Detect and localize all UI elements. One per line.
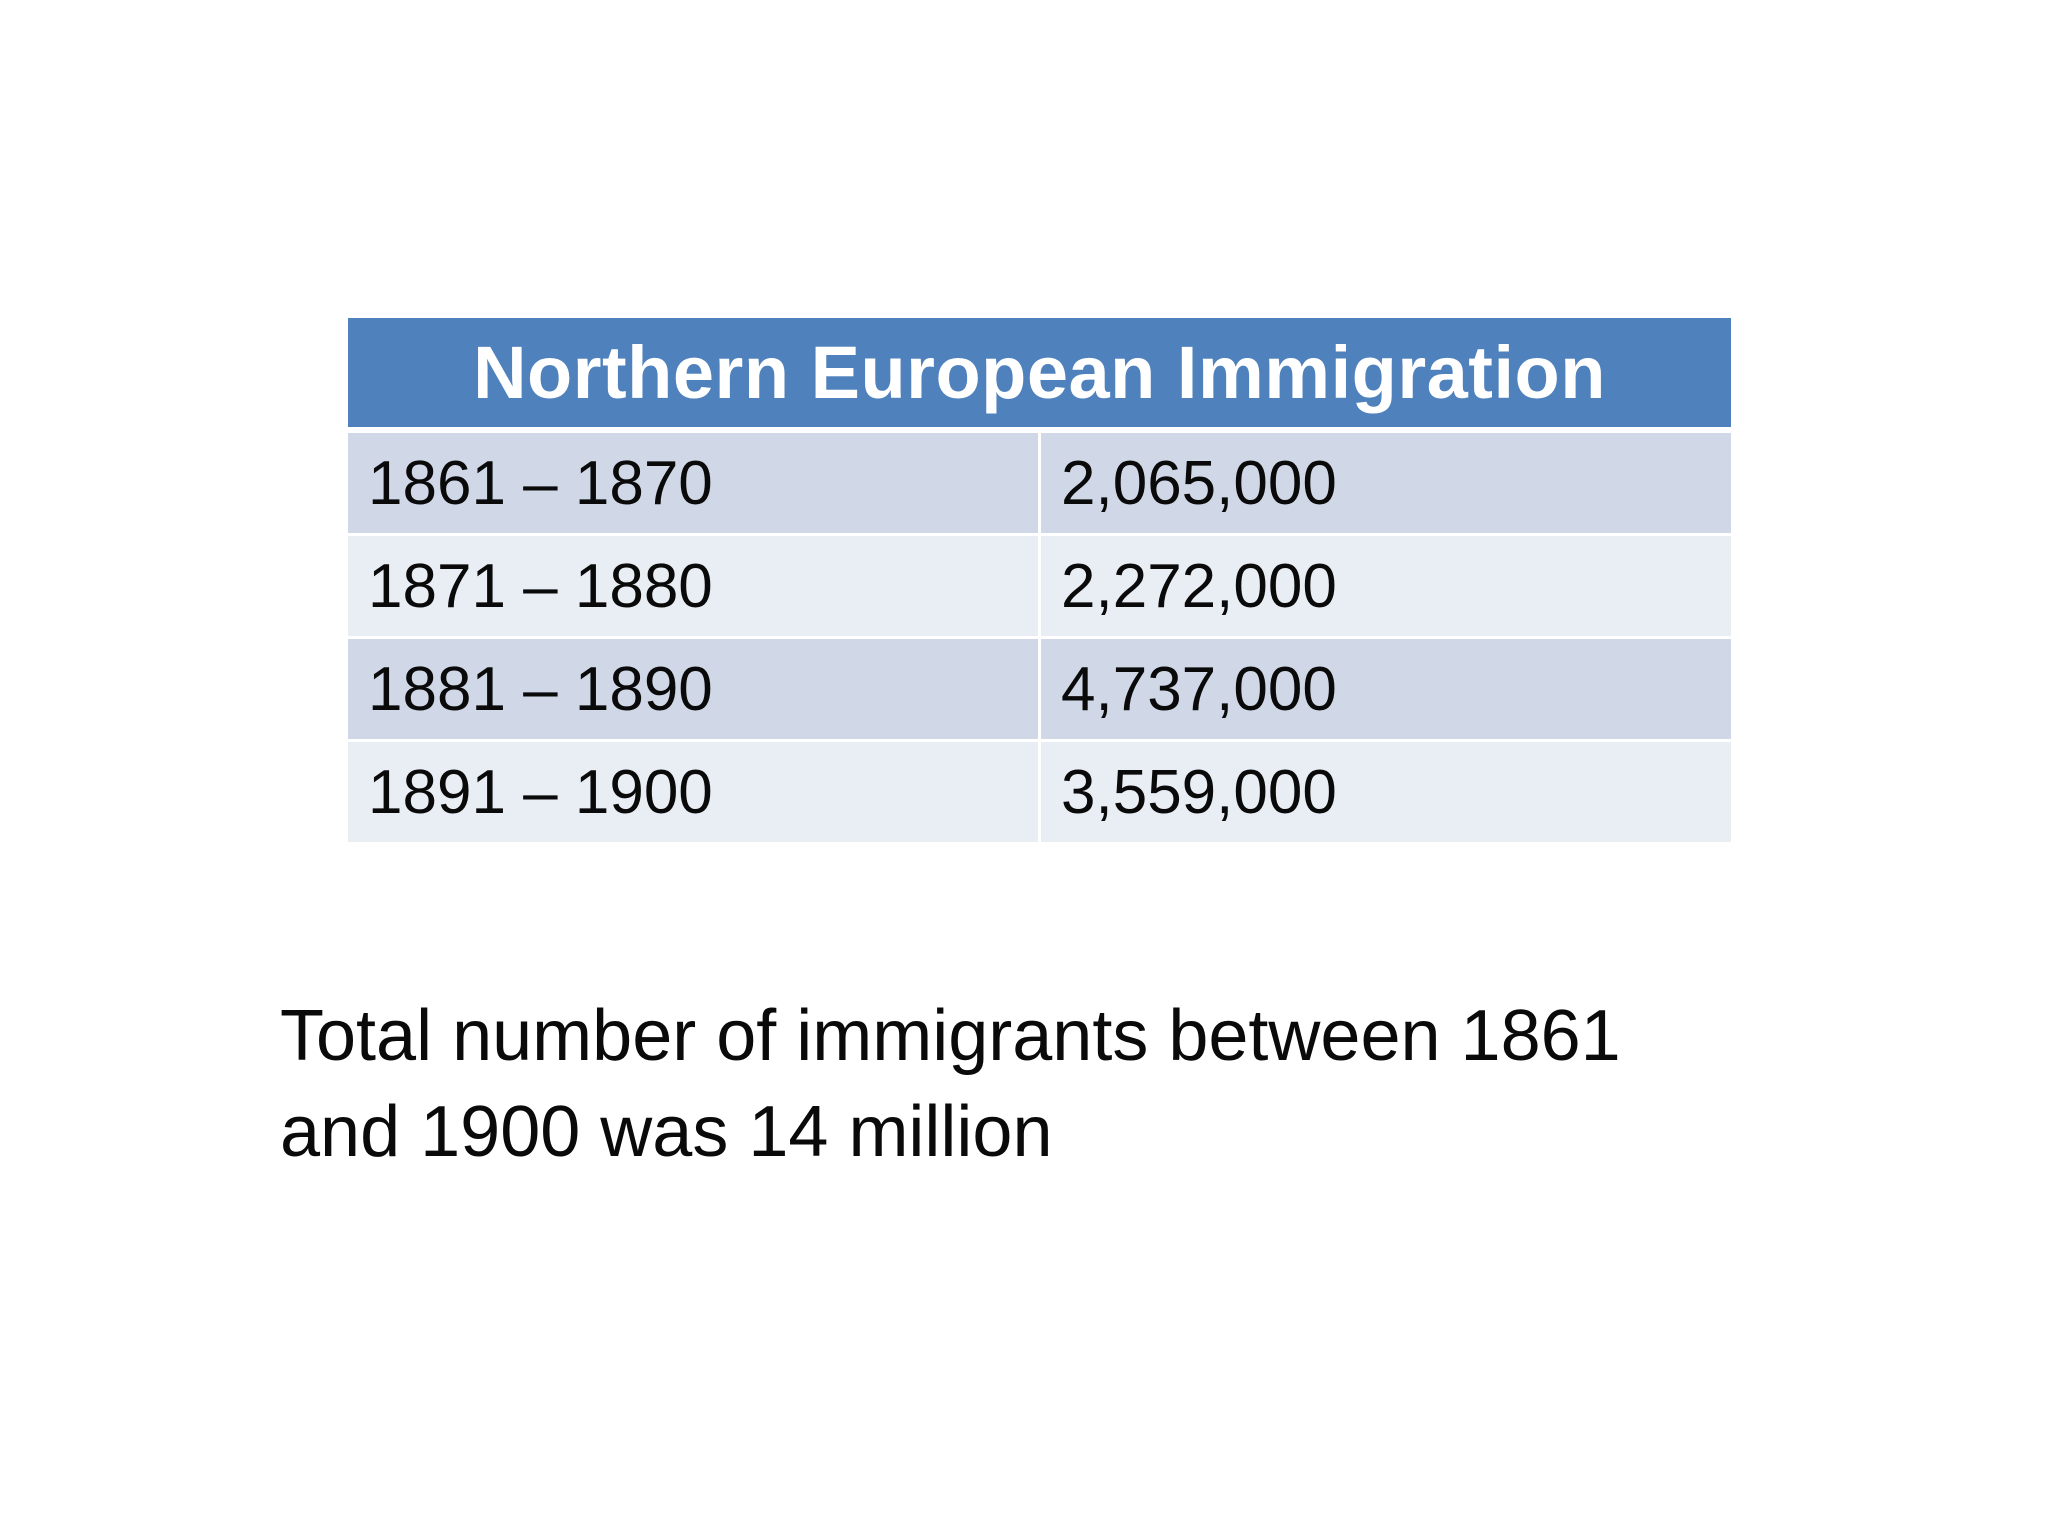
period-cell: 1871 – 1880 [348, 536, 1041, 639]
period-cell: 1861 – 1870 [348, 433, 1041, 536]
table-row: 1891 – 1900 3,559,000 [348, 742, 1731, 842]
count-cell: 2,065,000 [1041, 433, 1731, 536]
period-cell: 1881 – 1890 [348, 639, 1041, 742]
table-header-row: Northern European Immigration [348, 318, 1731, 433]
period-cell: 1891 – 1900 [348, 742, 1041, 842]
count-cell: 2,272,000 [1041, 536, 1731, 639]
count-cell: 4,737,000 [1041, 639, 1731, 742]
summary-line-2: and 1900 was 14 million [280, 1092, 1053, 1172]
table-row: 1871 – 1880 2,272,000 [348, 536, 1731, 639]
summary-line-1: Total number of immigrants between 1861 [280, 996, 1621, 1076]
table-row: 1881 – 1890 4,737,000 [348, 639, 1731, 742]
count-cell: 3,559,000 [1041, 742, 1731, 842]
summary-text: Total number of immigrants between 1861 … [280, 988, 1780, 1180]
table-row: 1861 – 1870 2,065,000 [348, 433, 1731, 536]
table-title: Northern European Immigration [348, 318, 1731, 433]
immigration-table: Northern European Immigration 1861 – 187… [348, 318, 1731, 842]
